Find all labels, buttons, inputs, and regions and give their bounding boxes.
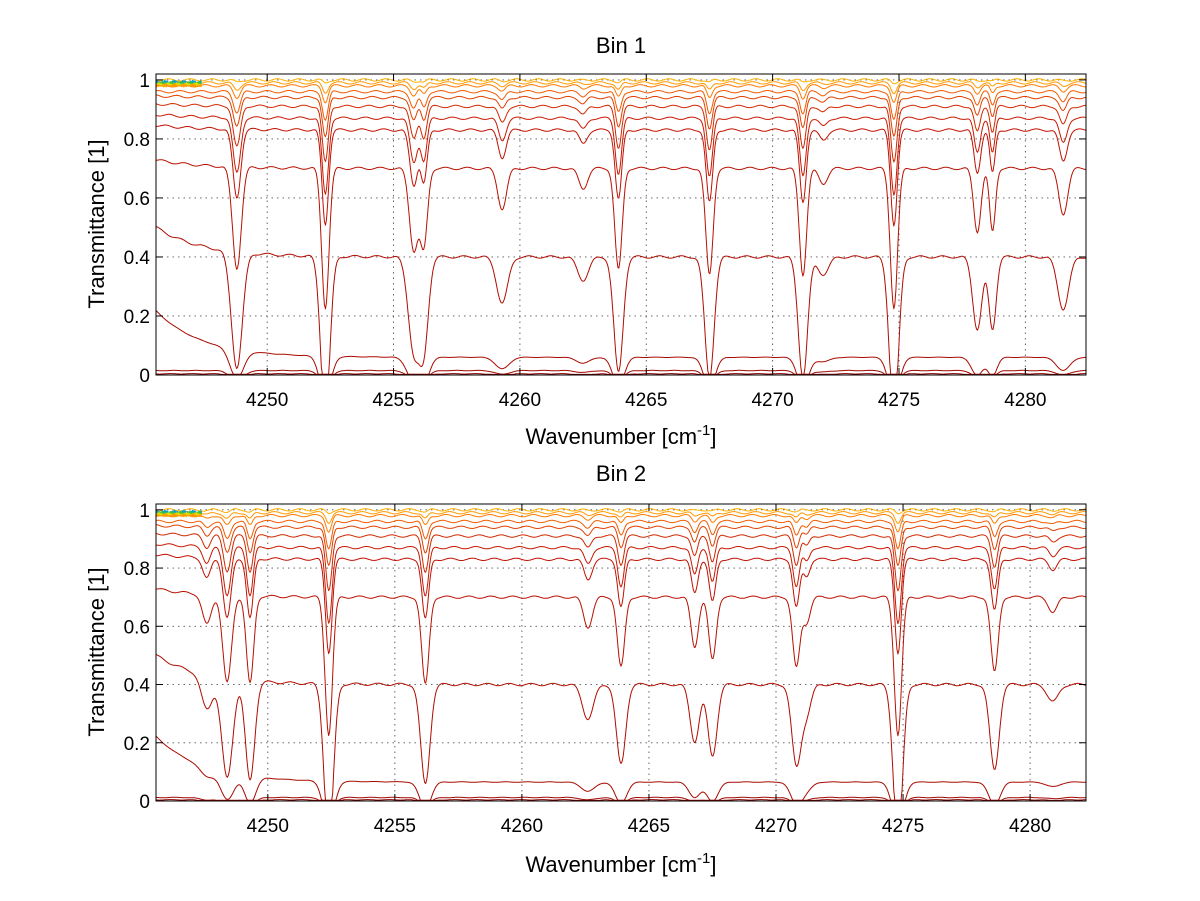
spectrum-series-line	[155, 94, 1087, 138]
series-lines	[155, 78, 1087, 375]
spectrum-series-line	[155, 508, 1087, 515]
spectrum-series-line	[155, 543, 1087, 625]
x-axis-label-superscript: -1	[697, 422, 710, 439]
x-tick-label: 4260	[501, 816, 543, 837]
spectrum-series-line	[155, 226, 1087, 375]
spectrum-series-line	[155, 511, 1087, 524]
spectrum-series-line	[155, 103, 1087, 163]
spectrum-series-line	[155, 588, 1087, 737]
chart-panel-bin-1: 4250 4255 4260 4265 4270 4275 4280 0 0.2 0.4 0.6 0.…	[84, 33, 1087, 449]
spectrum-series-line	[156, 124, 1087, 227]
x-axis-label-superscript: -1	[697, 850, 710, 867]
y-tick-label: 0	[139, 792, 150, 813]
y-axis-label: Transmittance [1]	[84, 567, 109, 736]
axes-frame	[155, 73, 1087, 376]
y-tick-label: 0.8	[124, 559, 150, 580]
spectrum-series-line	[155, 654, 1087, 801]
ticks: 4250 4255 4260 4265 4270 4275 4280 0 0.2 0.4 0.6 0.…	[124, 501, 1086, 837]
y-tick-label: 0.4	[124, 676, 151, 697]
spectrum-series-line	[155, 514, 1087, 533]
y-tick-label: 0.6	[124, 189, 150, 210]
x-tick-label: 4260	[499, 390, 541, 411]
spectrum-series-line	[155, 113, 1087, 196]
y-tick-label: 0.2	[124, 734, 150, 755]
spectrum-series-line	[155, 81, 1087, 95]
y-tick-label: 1	[139, 501, 150, 522]
x-tick-label: 4265	[628, 816, 670, 837]
x-tick-label: 4280	[1009, 816, 1051, 837]
x-tick-label: 4250	[246, 390, 288, 411]
x-tick-label: 4255	[372, 390, 414, 411]
spectrum-series-line	[155, 84, 1087, 104]
ticks: 4250 4255 4260 4265 4270 4275 4280 0 0.2 0.4 0.6 0.…	[124, 71, 1086, 411]
axes-box	[155, 503, 1087, 802]
spectrum-series-line	[155, 799, 1087, 801]
x-axis-label: Wavenumber [cm-1]	[525, 422, 716, 449]
y-tick-label: 0.8	[124, 130, 150, 151]
axes-box	[155, 73, 1087, 376]
y-tick-label: 1	[139, 71, 150, 92]
y-tick-label: 0.6	[124, 617, 150, 638]
spectrum-series-line	[155, 90, 1087, 121]
chart-panel-bin-2: 4250 4255 4260 4265 4270 4275 4280 0 0.2 0.4 0.6 0.…	[84, 461, 1087, 877]
x-tick-label: 4270	[751, 390, 793, 411]
x-tick-label: 4275	[878, 390, 920, 411]
spectrum-series-line	[155, 519, 1087, 550]
spectrum-series-line	[155, 524, 1087, 566]
x-tick-label: 4275	[882, 816, 924, 837]
x-tick-label: 4255	[374, 816, 416, 837]
gridlines	[156, 504, 1086, 801]
noise-series-line	[155, 83, 202, 88]
chart-title: Bin 1	[596, 33, 646, 58]
y-tick-label: 0	[139, 366, 150, 387]
spectrum-series-line	[155, 78, 1087, 85]
y-tick-label: 0.4	[124, 248, 151, 269]
spectrum-series-line	[155, 159, 1087, 310]
axes-frame	[155, 503, 1087, 802]
x-tick-label: 4265	[625, 390, 667, 411]
x-tick-label: 4250	[247, 816, 289, 837]
spectrum-series-line	[155, 532, 1087, 592]
spectrum-series-line	[156, 553, 1086, 655]
x-axis-label: Wavenumber [cm-1]	[525, 850, 716, 877]
x-tick-label: 4270	[755, 816, 797, 837]
y-axis-label: Transmittance [1]	[84, 139, 109, 308]
y-tick-label: 0.2	[124, 307, 150, 328]
x-tick-label: 4280	[1004, 390, 1046, 411]
spectrum-series-line	[155, 373, 1086, 375]
noise-series-line	[155, 512, 203, 518]
series-lines	[155, 508, 1087, 801]
chart-title: Bin 2	[596, 461, 646, 486]
